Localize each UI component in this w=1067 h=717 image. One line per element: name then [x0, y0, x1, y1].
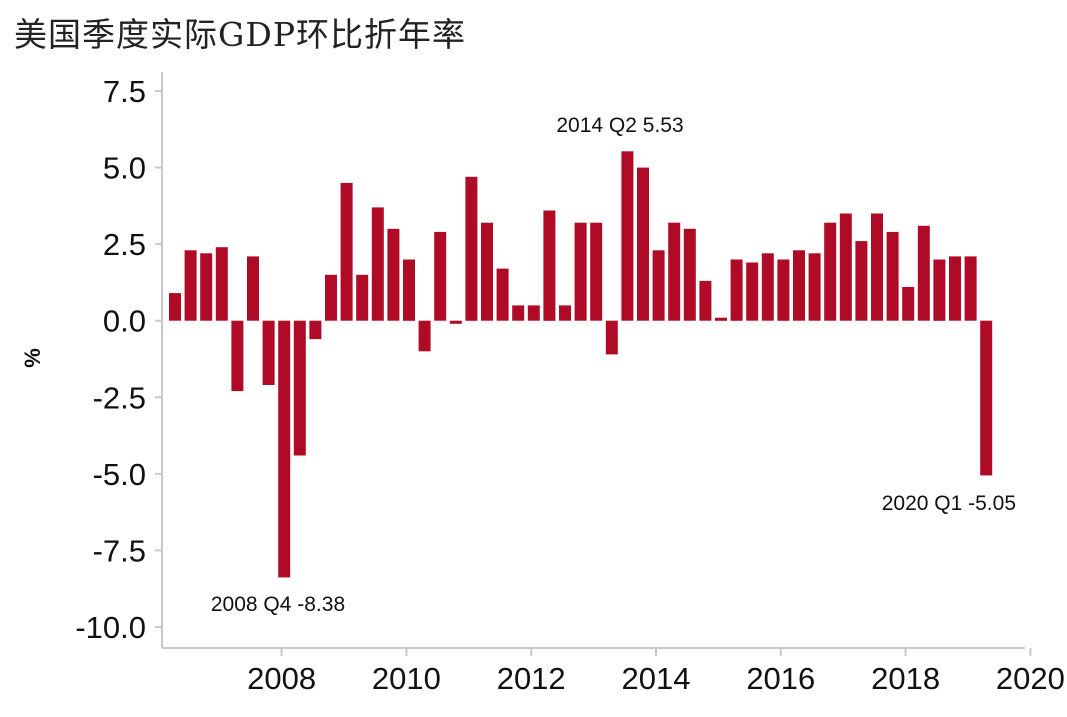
bar-2019-q1 — [917, 225, 930, 321]
bar-2010-q3 — [387, 228, 400, 321]
y-tick-label: -7.5 — [93, 533, 146, 568]
y-tick-label: -5.0 — [93, 457, 146, 492]
bar-2008-q4 — [278, 320, 291, 578]
bar-2010-q2 — [371, 207, 384, 321]
bar-2018-q1 — [855, 241, 868, 321]
y-tick-label: 0.0 — [103, 304, 146, 339]
bar-2019-q2 — [933, 259, 946, 321]
bar-2016-q4 — [777, 259, 790, 321]
bar-2017-q1 — [793, 250, 805, 321]
annotations-group: 2014 Q2 5.53 2008 Q4 -8.38 2020 Q1 -5.05 — [211, 114, 1016, 616]
bar-2011-q4 — [465, 176, 478, 321]
y-axis-label: % — [20, 348, 45, 368]
bar-2016-q1 — [730, 259, 743, 321]
bar-2012-q4 — [527, 305, 540, 321]
chart-title: 美国季度实际GDP环比折年率 — [14, 15, 467, 54]
bar-2015-q1 — [668, 222, 681, 321]
x-tick-label: 2014 — [622, 661, 691, 696]
y-tick-label: -10.0 — [75, 610, 146, 645]
x-tick-label: 2018 — [871, 661, 940, 696]
bar-2019-q4 — [964, 256, 977, 321]
x-tick-label: 2016 — [746, 661, 815, 696]
bar-2007-q2 — [184, 250, 197, 321]
bar-2018-q4 — [902, 287, 915, 321]
bar-2015-q2 — [683, 228, 696, 321]
bar-2011-q3 — [449, 320, 462, 324]
bar-2009-q3 — [325, 274, 337, 321]
x-tick-label: 2010 — [372, 661, 441, 696]
bar-2007-q3 — [200, 253, 213, 321]
bar-2011-q2 — [434, 231, 447, 321]
bar-2015-q3 — [699, 280, 712, 321]
bar-2013-q1 — [543, 210, 556, 321]
bar-2014-q2 — [621, 151, 634, 321]
bar-2010-q1 — [356, 274, 369, 321]
bar-2013-q4 — [590, 222, 603, 321]
bar-2009-q4 — [340, 182, 353, 321]
y-ticks-group: 7.5 5.0 2.5 0.0 -2.5 -5.0 -7.5 -10.0 — [75, 74, 162, 645]
bar-2009-q2 — [309, 320, 322, 340]
bar-2017-q3 — [824, 222, 837, 321]
bar-2009-q1 — [293, 320, 306, 456]
x-tick-label: 2020 — [996, 661, 1065, 696]
bar-2008-q1 — [231, 320, 244, 392]
x-ticks-group: 2008 2010 2012 2014 2016 2018 2020 — [247, 648, 1065, 696]
bar-2017-q2 — [808, 253, 821, 321]
bar-2015-q4 — [715, 317, 727, 321]
bar-2010-q4 — [403, 259, 415, 321]
y-tick-label: -2.5 — [93, 380, 146, 415]
annotation-2020-q1: 2020 Q1 -5.05 — [882, 492, 1016, 515]
x-tick-label: 2012 — [497, 661, 566, 696]
x-tick-label: 2008 — [247, 661, 316, 696]
y-tick-label: 5.0 — [103, 151, 146, 186]
y-tick-label: 7.5 — [103, 74, 146, 109]
bar-2016-q3 — [761, 253, 774, 321]
bar-2008-q3 — [262, 320, 275, 385]
annotation-2014-q2: 2014 Q2 5.53 — [556, 114, 683, 137]
bar-2018-q2 — [871, 213, 883, 321]
bar-2013-q3 — [574, 222, 587, 321]
bar-2019-q3 — [949, 256, 961, 321]
bar-2020-q1 — [980, 320, 993, 476]
bar-2017-q4 — [839, 213, 852, 321]
bar-2013-q2 — [559, 305, 571, 321]
bar-2014-q3 — [637, 167, 649, 321]
bar-2011-q1 — [418, 320, 431, 352]
bar-2007-q4 — [215, 247, 228, 321]
bar-2018-q3 — [886, 231, 899, 321]
bar-2014-q1 — [605, 320, 618, 355]
y-tick-label: 2.5 — [103, 227, 146, 262]
bar-2008-q2 — [247, 256, 259, 321]
bars-group — [169, 151, 993, 578]
bar-2014-q4 — [652, 250, 665, 321]
bar-2012-q1 — [481, 222, 493, 321]
annotation-2008-q4: 2008 Q4 -8.38 — [211, 593, 345, 616]
bar-2012-q2 — [496, 268, 509, 321]
bar-2016-q2 — [746, 262, 759, 321]
bar-2007-q1 — [169, 293, 181, 321]
bar-2012-q3 — [512, 305, 525, 321]
